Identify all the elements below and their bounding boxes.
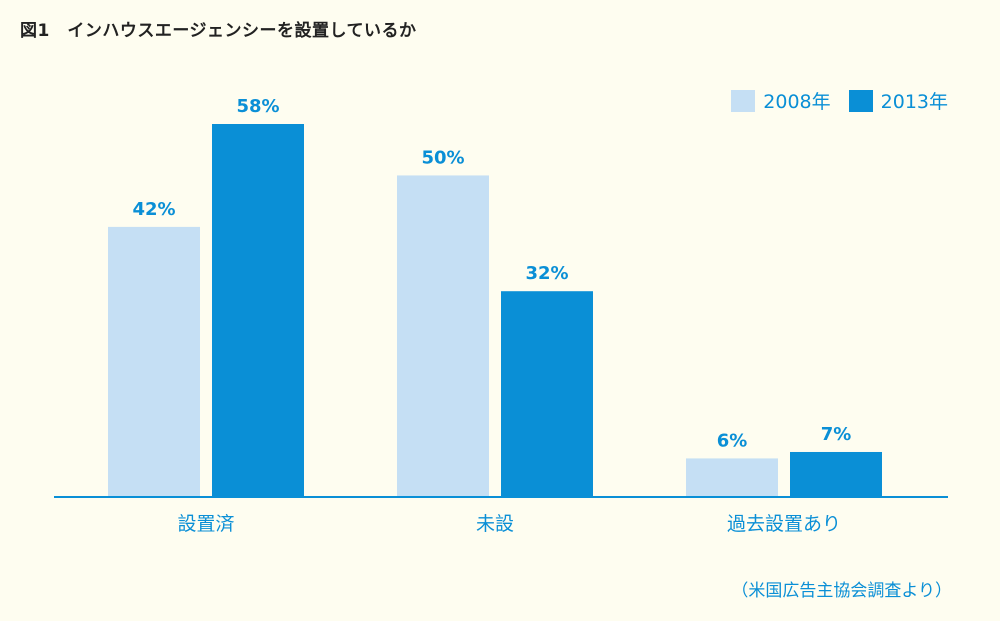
figure-title: 図1 インハウスエージェンシーを設置しているか: [20, 21, 417, 41]
bar-1-1: [501, 291, 593, 497]
bar-value-label-1-0: 50%: [421, 147, 464, 168]
bar-value-label-0-1: 58%: [236, 96, 279, 117]
legend: 2008年 2013年: [731, 87, 948, 114]
legend-item-2013: 2013年: [848, 87, 948, 114]
legend-label-2008: 2008年: [763, 91, 831, 113]
bar-2-0: [686, 458, 778, 497]
bar-1-0: [397, 175, 489, 497]
bar-value-label-2-1: 7%: [821, 424, 852, 445]
bar-0-0: [108, 226, 200, 497]
legend-swatch-2008: [731, 89, 756, 112]
bar-value-label-1-1: 32%: [525, 263, 568, 284]
legend-item-2008: 2008年: [731, 87, 831, 114]
category-label-0: 設置済: [177, 513, 234, 535]
category-label-1: 未設: [476, 513, 514, 535]
legend-label-2013: 2013年: [880, 91, 948, 113]
bar-2-1: [790, 451, 882, 497]
bar-value-label-0-0: 42%: [132, 199, 175, 220]
bar-0-1: [212, 124, 304, 497]
category-label-2: 過去設置あり: [727, 513, 841, 535]
bar-value-label-2-0: 6%: [717, 430, 748, 451]
source-note: （米国広告主協会調査より）: [731, 581, 952, 601]
legend-swatch-2013: [848, 89, 873, 112]
